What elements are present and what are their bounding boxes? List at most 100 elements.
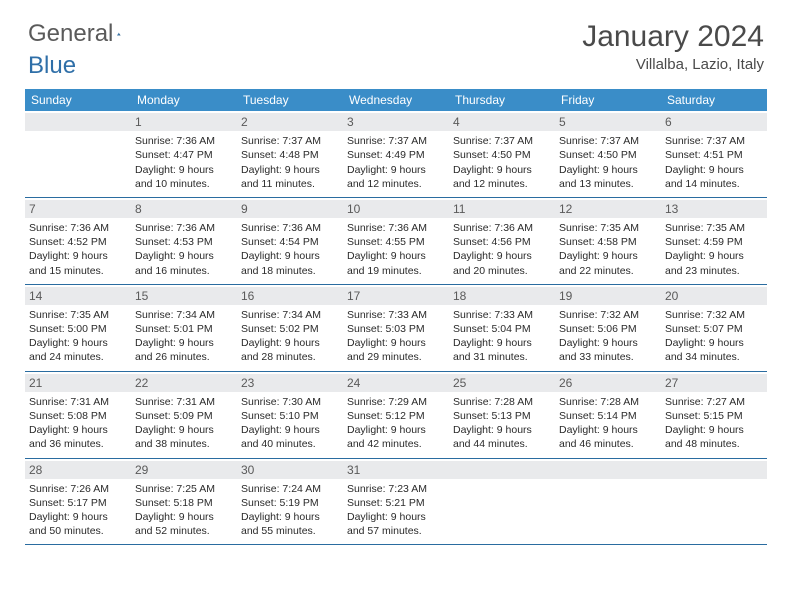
day-number: 26 <box>555 374 661 392</box>
day-data: Sunrise: 7:37 AMSunset: 4:50 PMDaylight:… <box>453 134 551 191</box>
sunset-line: Sunset: 5:15 PM <box>665 409 763 423</box>
sunset-line: Sunset: 5:06 PM <box>559 322 657 336</box>
day-number: 10 <box>343 200 449 218</box>
daylight-line-2: and 40 minutes. <box>241 437 339 451</box>
sunset-line: Sunset: 5:19 PM <box>241 496 339 510</box>
sunrise-line: Sunrise: 7:33 AM <box>453 308 551 322</box>
sunrise-line: Sunrise: 7:34 AM <box>241 308 339 322</box>
day-data: Sunrise: 7:24 AMSunset: 5:19 PMDaylight:… <box>241 482 339 539</box>
sunrise-line: Sunrise: 7:36 AM <box>135 134 233 148</box>
sunset-line: Sunset: 4:50 PM <box>559 148 657 162</box>
daylight-line-1: Daylight: 9 hours <box>135 510 233 524</box>
day-data: Sunrise: 7:33 AMSunset: 5:04 PMDaylight:… <box>453 308 551 365</box>
day-number: 8 <box>131 200 237 218</box>
day-data: Sunrise: 7:23 AMSunset: 5:21 PMDaylight:… <box>347 482 445 539</box>
sunset-line: Sunset: 4:56 PM <box>453 235 551 249</box>
day-number: 27 <box>661 374 767 392</box>
title-block: January 2024 Villalba, Lazio, Italy <box>582 20 764 73</box>
day-data: Sunrise: 7:25 AMSunset: 5:18 PMDaylight:… <box>135 482 233 539</box>
day-data: Sunrise: 7:37 AMSunset: 4:48 PMDaylight:… <box>241 134 339 191</box>
sunrise-line: Sunrise: 7:37 AM <box>665 134 763 148</box>
day-cell: 8 Sunrise: 7:36 AMSunset: 4:53 PMDaylight… <box>131 198 237 284</box>
logo-text-1: General <box>28 20 113 48</box>
daylight-line-1: Daylight: 9 hours <box>453 249 551 263</box>
daylight-line-2: and 48 minutes. <box>665 437 763 451</box>
daylight-line-1: Daylight: 9 hours <box>453 336 551 350</box>
sunrise-line: Sunrise: 7:36 AM <box>241 221 339 235</box>
day-number: 2 <box>237 113 343 131</box>
daylight-line-2: and 18 minutes. <box>241 264 339 278</box>
daylight-line-1: Daylight: 9 hours <box>29 423 127 437</box>
day-cell: 25 Sunrise: 7:28 AMSunset: 5:13 PMDayligh… <box>449 372 555 458</box>
daylight-line-2: and 22 minutes. <box>559 264 657 278</box>
weekday-cell: Friday <box>555 89 661 111</box>
day-cell: 5Sunrise: 7:37 AMSunset: 4:50 PMDaylight… <box>555 111 661 197</box>
sunrise-line: Sunrise: 7:33 AM <box>347 308 445 322</box>
day-number: 13 <box>661 200 767 218</box>
day-data: Sunrise: 7:36 AMSunset: 4:55 PMDaylight:… <box>347 221 445 278</box>
day-data: Sunrise: 7:36 AMSunset: 4:53 PMDaylight:… <box>135 221 233 278</box>
day-data: Sunrise: 7:28 AMSunset: 5:13 PMDaylight:… <box>453 395 551 452</box>
daylight-line-1: Daylight: 9 hours <box>453 423 551 437</box>
daylight-line-2: and 50 minutes. <box>29 524 127 538</box>
day-data: Sunrise: 7:37 AMSunset: 4:49 PMDaylight:… <box>347 134 445 191</box>
daylight-line-2: and 24 minutes. <box>29 350 127 364</box>
logo-sail-icon <box>117 25 121 43</box>
daylight-line-1: Daylight: 9 hours <box>241 249 339 263</box>
day-cell: 19Sunrise: 7:32 AMSunset: 5:06 PMDayligh… <box>555 285 661 371</box>
day-data: Sunrise: 7:32 AMSunset: 5:06 PMDaylight:… <box>559 308 657 365</box>
day-data: Sunrise: 7:32 AMSunset: 5:07 PMDaylight:… <box>665 308 763 365</box>
day-number: 20 <box>661 287 767 305</box>
day-number: 30 <box>237 461 343 479</box>
day-number: 15 <box>131 287 237 305</box>
daylight-line-1: Daylight: 9 hours <box>347 163 445 177</box>
day-cell: 20 Sunrise: 7:32 AMSunset: 5:07 PMDayligh… <box>661 285 767 371</box>
daylight-line-2: and 23 minutes. <box>665 264 763 278</box>
daylight-line-2: and 10 minutes. <box>135 177 233 191</box>
day-data: Sunrise: 7:27 AMSunset: 5:15 PMDaylight:… <box>665 395 763 452</box>
day-data: Sunrise: 7:35 AMSunset: 4:58 PMDaylight:… <box>559 221 657 278</box>
daylight-line-1: Daylight: 9 hours <box>135 423 233 437</box>
day-number: 29 <box>131 461 237 479</box>
weekday-cell: Tuesday <box>237 89 343 111</box>
day-cell: 7Sunrise: 7:36 AMSunset: 4:52 PMDaylight… <box>25 198 131 284</box>
sunset-line: Sunset: 5:14 PM <box>559 409 657 423</box>
day-data: Sunrise: 7:29 AMSunset: 5:12 PMDaylight:… <box>347 395 445 452</box>
day-number: 31 <box>343 461 449 479</box>
day-number: 1 <box>131 113 237 131</box>
day-number: 5 <box>555 113 661 131</box>
day-number: 16 <box>237 287 343 305</box>
day-data: Sunrise: 7:31 AMSunset: 5:08 PMDaylight:… <box>29 395 127 452</box>
week-row: 21Sunrise: 7:31 AMSunset: 5:08 PMDayligh… <box>25 372 767 459</box>
sunrise-line: Sunrise: 7:37 AM <box>241 134 339 148</box>
day-cell: 6Sunrise: 7:37 AMSunset: 4:51 PMDaylight… <box>661 111 767 197</box>
day-data: Sunrise: 7:36 AMSunset: 4:47 PMDaylight:… <box>135 134 233 191</box>
sunset-line: Sunset: 5:21 PM <box>347 496 445 510</box>
daylight-line-2: and 46 minutes. <box>559 437 657 451</box>
sunset-line: Sunset: 4:59 PM <box>665 235 763 249</box>
location-text: Villalba, Lazio, Italy <box>582 56 764 73</box>
daylight-line-1: Daylight: 9 hours <box>29 510 127 524</box>
day-number: 25 <box>449 374 555 392</box>
sunrise-line: Sunrise: 7:31 AM <box>135 395 233 409</box>
daylight-line-2: and 13 minutes. <box>559 177 657 191</box>
sunset-line: Sunset: 5:10 PM <box>241 409 339 423</box>
daylight-line-1: Daylight: 9 hours <box>29 249 127 263</box>
day-data: Sunrise: 7:37 AMSunset: 4:51 PMDaylight:… <box>665 134 763 191</box>
daylight-line-1: Daylight: 9 hours <box>559 423 657 437</box>
weekday-cell: Sunday <box>25 89 131 111</box>
day-number: 24 <box>343 374 449 392</box>
sunset-line: Sunset: 4:55 PM <box>347 235 445 249</box>
sunset-line: Sunset: 4:47 PM <box>135 148 233 162</box>
day-number: 22 <box>131 374 237 392</box>
sunset-line: Sunset: 4:54 PM <box>241 235 339 249</box>
day-number: 9 <box>237 200 343 218</box>
day-cell: 17Sunrise: 7:33 AMSunset: 5:03 PMDayligh… <box>343 285 449 371</box>
day-number: 3 <box>343 113 449 131</box>
sunrise-line: Sunrise: 7:28 AM <box>559 395 657 409</box>
daylight-line-2: and 55 minutes. <box>241 524 339 538</box>
day-number: 4 <box>449 113 555 131</box>
daylight-line-2: and 20 minutes. <box>453 264 551 278</box>
daylight-line-1: Daylight: 9 hours <box>559 336 657 350</box>
sunset-line: Sunset: 4:51 PM <box>665 148 763 162</box>
